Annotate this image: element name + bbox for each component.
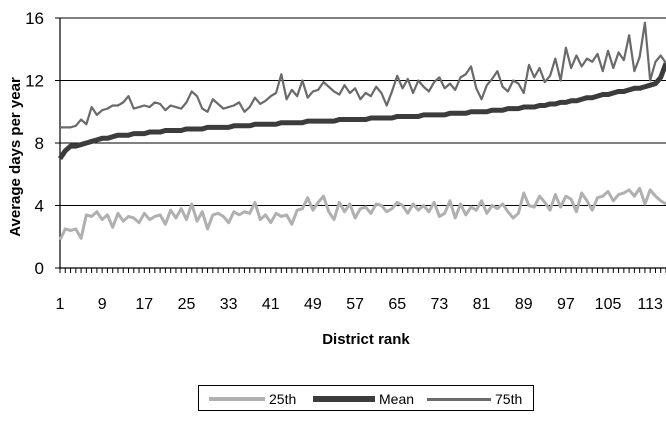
x-tick-label-89: 89 <box>515 296 533 313</box>
legend-swatch-75th <box>427 397 491 401</box>
x-tick-label-41: 41 <box>262 296 280 313</box>
x-tick-label-97: 97 <box>557 296 575 313</box>
legend-label-mean: Mean <box>379 391 415 407</box>
axes <box>55 17 666 273</box>
series-line-25th <box>58 186 666 241</box>
x-tick-label-65: 65 <box>388 296 406 313</box>
legend-item-75th: 75th <box>427 389 522 409</box>
x-tick-label-73: 73 <box>431 296 449 313</box>
x-tick-label-17: 17 <box>135 296 153 313</box>
x-tick-label-105: 105 <box>595 296 622 313</box>
series-line-75th <box>60 21 666 129</box>
legend-label-25th: 25th <box>269 391 297 407</box>
x-axis-label: District rank <box>322 331 410 348</box>
y-tick-label-4: 4 <box>35 197 44 216</box>
legend-item-mean: Mean <box>313 389 414 409</box>
y-axis-label: Average days per year <box>7 77 24 237</box>
x-tick-label-81: 81 <box>473 296 491 313</box>
y-tick-label-12: 12 <box>25 72 44 91</box>
x-tick-label-25: 25 <box>178 296 196 313</box>
legend-item-25th: 25th <box>209 389 296 409</box>
legend-label-75th: 75th <box>495 391 523 407</box>
legend-swatch-25th <box>209 397 265 401</box>
x-tick-labels: 1 9 17 25 33 41 49 57 65 73 81 89 97 105 113 <box>56 296 663 313</box>
x-tick-label-49: 49 <box>304 296 322 313</box>
x-tick-label-1: 1 <box>56 296 65 313</box>
series-lines <box>57 21 666 241</box>
y-tick-label-16: 16 <box>25 9 44 28</box>
series-line-mean <box>57 62 666 161</box>
x-tick-label-113: 113 <box>637 296 663 313</box>
x-tick-label-9: 9 <box>98 296 107 313</box>
legend: 25th Mean 75th <box>198 385 534 411</box>
y-tick-label-0: 0 <box>35 259 44 278</box>
legend-swatch-mean <box>313 396 375 402</box>
x-tick-label-57: 57 <box>346 296 364 313</box>
y-tick-labels: 0 4 8 12 16 <box>25 9 44 278</box>
gridlines <box>60 17 666 206</box>
x-tick-label-33: 33 <box>220 296 238 313</box>
y-tick-label-8: 8 <box>35 134 44 153</box>
